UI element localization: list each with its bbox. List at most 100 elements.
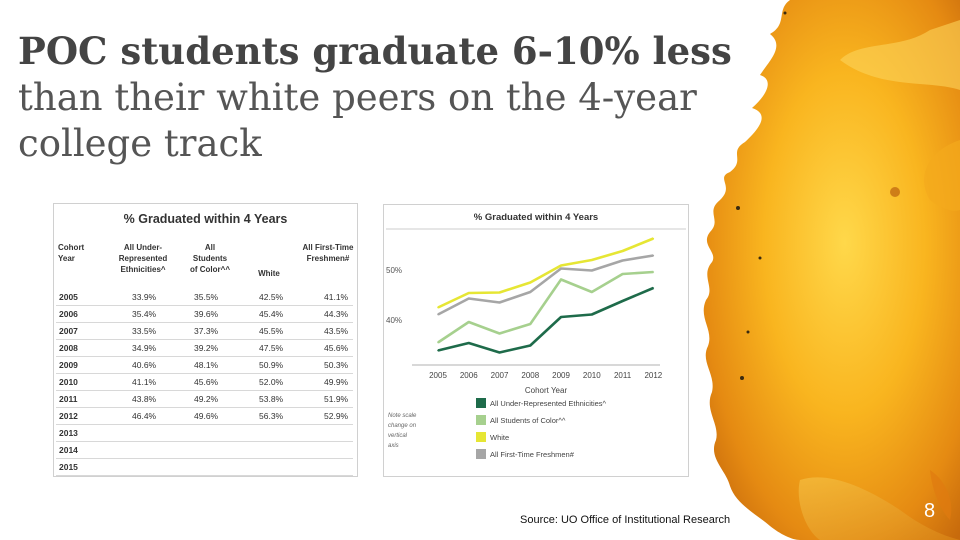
data-point	[652, 271, 655, 273]
table-cell-value: 53.8%	[259, 394, 284, 404]
data-point	[467, 292, 470, 294]
data-point	[591, 291, 593, 293]
table-cell-value: 49.6%	[194, 411, 219, 421]
x-tick-label: 2009	[552, 371, 570, 380]
table-cell-year: 2011	[59, 394, 78, 404]
table-title: % Graduated within 4 Years	[123, 212, 288, 226]
data-point	[467, 342, 470, 344]
table-header-underrepresented: All Under-Represented Ethnicities^	[118, 243, 168, 274]
legend-label: White	[490, 433, 509, 442]
data-point	[652, 254, 655, 257]
slide-title: POC students graduate 6-10% less than th…	[18, 28, 788, 167]
data-point	[437, 313, 439, 316]
table-cell-year: 2006	[59, 309, 78, 319]
table-cell-value: 52.9%	[324, 411, 349, 421]
legend-swatch	[476, 449, 486, 459]
series-line-1	[437, 270, 654, 344]
table-cell-value: 49.9%	[324, 377, 349, 387]
table-cell-year: 2005	[59, 292, 78, 302]
table-cell-year: 2012	[59, 411, 78, 421]
legend-label: All First-Time Freshmen#	[490, 450, 575, 459]
table-cell-value: 45.5%	[259, 326, 284, 336]
table-row: 2009 40.6% 48.1% 50.9% 50.3%	[56, 356, 353, 374]
series-line-2	[437, 237, 654, 309]
x-tick-label: 2005	[429, 371, 447, 380]
table-cell-value: 46.4%	[132, 411, 157, 421]
legend-swatch	[476, 398, 486, 408]
table-cell-year: 2008	[59, 343, 78, 353]
data-point	[591, 269, 593, 272]
series-line-0	[437, 286, 654, 354]
graduation-line-chart: % Graduated within 4 Years 40% 50% 2005 2006…	[383, 204, 689, 477]
data-point	[591, 313, 593, 316]
table-cell-value: 43.5%	[324, 326, 349, 336]
data-point	[560, 267, 562, 270]
data-point	[529, 323, 532, 325]
table-row: 2011 43.8% 49.2% 53.8% 51.9%	[56, 390, 353, 408]
table-cell-value: 52.0%	[259, 377, 284, 387]
slide-title-bold: POC students graduate 6-10% less	[18, 29, 732, 73]
x-tick-label: 2012	[644, 371, 662, 380]
data-point	[560, 316, 562, 318]
table-cell-value: 39.6%	[194, 309, 219, 319]
x-tick-label: 2010	[583, 371, 601, 380]
x-tick-label: 2008	[521, 371, 539, 380]
axis-note: Note scale change on vertical axis	[388, 413, 417, 449]
table-cell-year: 2010	[59, 377, 78, 387]
table-cell-value: 44.3%	[324, 309, 349, 319]
table-row: 2006 35.4% 39.6% 45.4% 44.3%	[56, 305, 353, 323]
table-cell-value: 33.9%	[132, 292, 157, 302]
table-row: 2008 34.9% 39.2% 47.5% 45.6%	[56, 339, 353, 357]
source-caption: Source: UO Office of Institutional Resea…	[520, 514, 731, 526]
table-cell-value: 56.3%	[259, 411, 284, 421]
table-cell-value: 35.4%	[132, 309, 157, 319]
table-cell-value: 42.5%	[259, 292, 284, 302]
legend-label: All Under-Represented Ethnicities^	[490, 399, 607, 408]
table-row: 2005 33.9% 35.5% 42.5% 41.1%	[56, 288, 353, 306]
table-cell-value: 41.1%	[132, 377, 157, 387]
table-cell-year: 2009	[59, 360, 78, 370]
data-point	[467, 297, 470, 300]
graduation-table: % Graduated within 4 Years Cohort Year A…	[53, 203, 358, 477]
table-cell-value: 45.4%	[259, 309, 284, 319]
data-point	[529, 344, 532, 347]
table-row: 2010 41.1% 45.6% 52.0% 49.9%	[56, 373, 353, 391]
table-header-white: White	[258, 269, 280, 278]
table-cell-value: 35.5%	[194, 292, 219, 302]
x-tick-label: 2006	[460, 371, 478, 380]
x-tick-label: 2011	[614, 371, 632, 380]
data-point	[437, 349, 439, 352]
data-point	[560, 264, 562, 267]
table-cell-year: 2013	[59, 428, 78, 438]
table-cell-value: 40.6%	[132, 360, 157, 370]
y-tick-label: 40%	[386, 316, 402, 325]
table-header-first-time-freshmen: All First-Time Freshmen#	[302, 243, 354, 263]
chart-title: % Graduated within 4 Years	[474, 212, 598, 223]
table-cell-value: 45.6%	[194, 377, 219, 387]
data-point	[621, 300, 624, 302]
table-cell-value: 43.8%	[132, 394, 157, 404]
data-point	[529, 281, 532, 284]
data-point	[498, 301, 501, 304]
data-point	[437, 306, 439, 309]
table-cell-value: 49.2%	[194, 394, 219, 404]
data-point	[560, 278, 562, 281]
table-cell-year: 2015	[59, 462, 78, 472]
legend-swatch	[476, 432, 486, 442]
data-point	[498, 291, 501, 294]
page-number: 8	[924, 500, 936, 522]
table-cell-value: 39.2%	[194, 343, 219, 353]
data-point	[621, 259, 624, 262]
table-cell-value: 37.3%	[194, 326, 219, 336]
data-point	[498, 351, 501, 354]
table-header-students-of-color: All Students of Color^^	[189, 243, 230, 274]
table-cell-value: 48.1%	[194, 360, 219, 370]
x-axis-label: Cohort Year	[525, 386, 568, 395]
legend-label: All Students of Color^^	[490, 416, 566, 425]
x-tick-label: 2007	[491, 371, 509, 380]
table-row: 2007 33.5% 37.3% 45.5% 43.5%	[56, 322, 353, 340]
table-cell-value: 51.9%	[324, 394, 349, 404]
table-cell-value: 50.3%	[324, 360, 349, 370]
table-header-cohort-year: Cohort Year	[58, 243, 85, 263]
data-point	[591, 259, 593, 261]
